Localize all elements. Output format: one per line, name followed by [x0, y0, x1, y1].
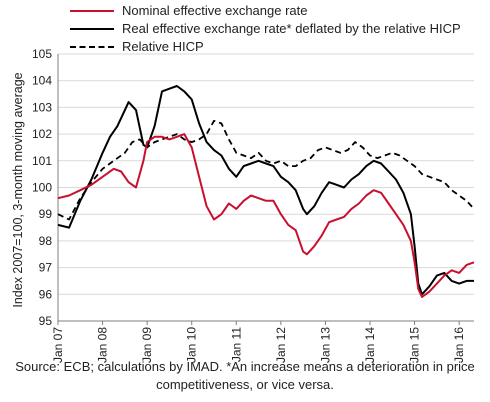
- x-tick-label-2010: Jan 10: [185, 327, 199, 363]
- x-tick-label-2008: Jan 08: [96, 327, 110, 363]
- y-tick-label-96: 96: [39, 287, 53, 301]
- x-tick-label-2011: Jan 11: [229, 327, 243, 362]
- y-tick-label-105: 105: [32, 47, 52, 61]
- y-tick-label-101: 101: [32, 154, 52, 168]
- x-tick-label-2009: Jan 09: [140, 327, 154, 363]
- series-line-real: [57, 85, 474, 296]
- legend-item-nominal: Nominal effective exchange rate: [70, 2, 461, 20]
- legend-swatch-real: [70, 28, 114, 30]
- legend-swatch-hicp: [70, 46, 114, 48]
- y-tick-label-99: 99: [39, 207, 53, 221]
- y-tick-label-100: 100: [32, 181, 52, 195]
- legend-item-hicp: Relative HICP: [70, 38, 461, 56]
- series-line-hicp: [57, 119, 475, 221]
- legend-label-real: Real effective exchange rate* deflated b…: [122, 21, 461, 36]
- y-tick-label-102: 102: [32, 127, 52, 141]
- x-tick-label-2013: Jan 13: [318, 327, 332, 363]
- x-tick-label-2015: Jan 15: [408, 327, 422, 363]
- source-note: Source: ECB; calculations by IMAD. *An i…: [15, 359, 475, 392]
- legend-item-real: Real effective exchange rate* deflated b…: [70, 20, 461, 38]
- x-tick-label-2016: Jan 16: [452, 327, 466, 363]
- y-tick-label-98: 98: [39, 234, 53, 248]
- legend-label-nominal: Nominal effective exchange rate: [122, 3, 308, 18]
- chart-legend: Nominal effective exchange rate Real eff…: [70, 2, 461, 56]
- series-line-nominal: [57, 133, 475, 298]
- y-tick-label-103: 103: [32, 100, 52, 114]
- legend-label-hicp: Relative HICP: [122, 39, 204, 54]
- y-tick-label-95: 95: [39, 314, 53, 328]
- y-tick-label-97: 97: [39, 261, 53, 275]
- x-tick-label-2014: Jan 14: [363, 327, 377, 363]
- legend-swatch-nominal: [70, 10, 114, 12]
- y-axis-label: Index 2007=100, 3-month moving average: [11, 72, 25, 308]
- x-tick-label-2012: Jan 12: [274, 327, 288, 363]
- y-tick-label-104: 104: [32, 74, 52, 88]
- x-tick-label-2007: Jan 07: [51, 327, 65, 363]
